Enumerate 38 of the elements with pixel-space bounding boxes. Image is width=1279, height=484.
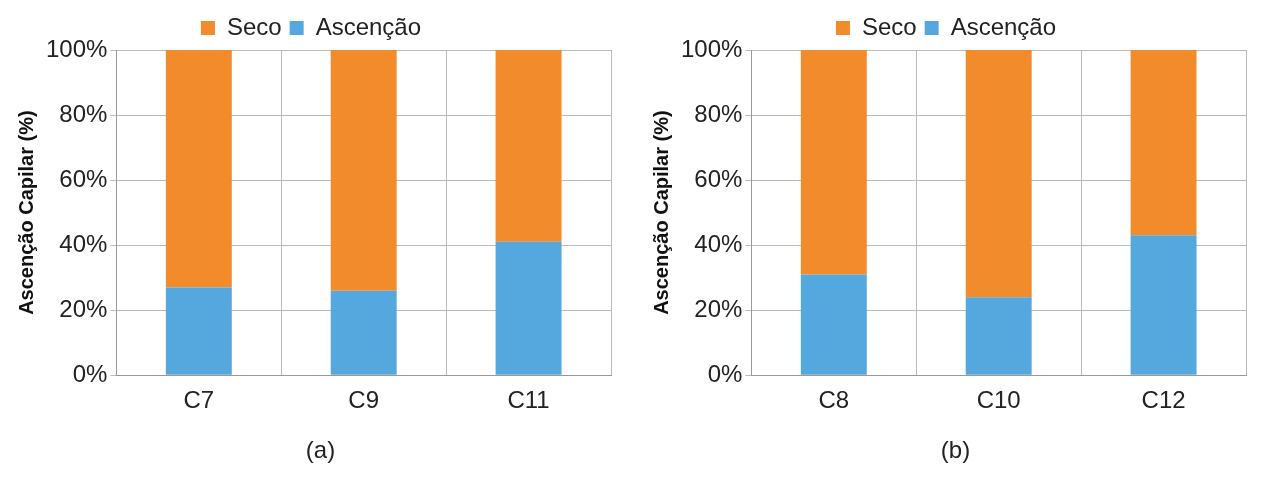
y-tick-label: 40% bbox=[693, 229, 742, 257]
bar bbox=[965, 50, 1032, 298]
legend-label: Seco bbox=[861, 12, 917, 40]
x-tick-label: C10 bbox=[976, 386, 1021, 414]
bar bbox=[800, 274, 867, 375]
y-tick-label: 0% bbox=[72, 359, 107, 387]
y-tick-label: 40% bbox=[58, 229, 107, 257]
y-axis-title: Ascenção Capilar (%) bbox=[649, 110, 672, 315]
y-tick-label: 80% bbox=[693, 99, 742, 127]
text: (b) bbox=[940, 436, 971, 464]
y-tick-label: 100% bbox=[680, 34, 742, 62]
bar bbox=[330, 290, 397, 375]
bar bbox=[1130, 235, 1197, 375]
x-tick-label: C7 bbox=[182, 386, 214, 414]
bar bbox=[330, 50, 397, 291]
legend-label: Seco bbox=[226, 12, 282, 40]
y-tick-label: 60% bbox=[58, 164, 107, 192]
text: (a) bbox=[305, 436, 336, 464]
x-tick-label: C8 bbox=[817, 386, 849, 414]
bar bbox=[1130, 50, 1197, 236]
bar bbox=[495, 241, 562, 375]
legend-label: Ascenção bbox=[950, 12, 1056, 40]
y-tick-label: 100% bbox=[45, 34, 107, 62]
y-tick-label: 60% bbox=[693, 164, 742, 192]
bar bbox=[800, 50, 867, 275]
legend-label: Ascenção bbox=[315, 12, 421, 40]
y-axis-title: Ascenção Capilar (%) bbox=[14, 110, 37, 315]
y-tick-label: 80% bbox=[58, 99, 107, 127]
y-tick-label: 20% bbox=[58, 294, 107, 322]
y-tick-label: 0% bbox=[707, 359, 742, 387]
bar bbox=[495, 50, 562, 242]
x-tick-label: C12 bbox=[1141, 386, 1186, 414]
bar bbox=[165, 50, 232, 288]
y-tick-label: 20% bbox=[693, 294, 742, 322]
x-tick-label: C11 bbox=[506, 386, 550, 414]
bar bbox=[965, 297, 1032, 375]
bar bbox=[165, 287, 232, 375]
x-tick-label: C9 bbox=[347, 386, 379, 414]
